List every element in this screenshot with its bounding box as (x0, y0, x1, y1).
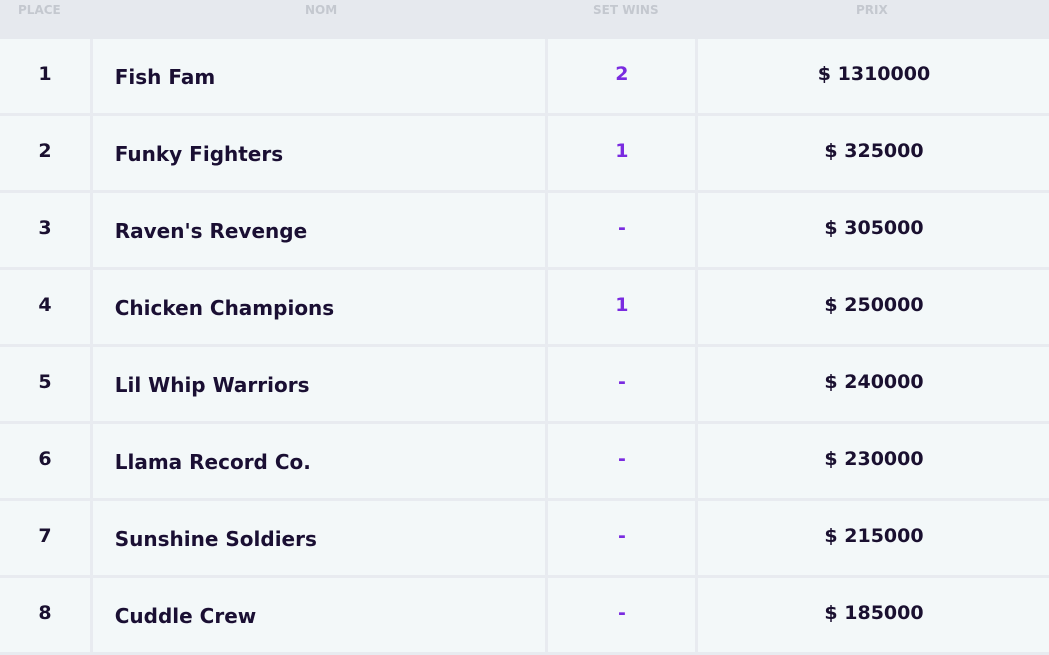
team-name-value: Fish Fam (114, 65, 216, 89)
table-row: 5 Lil Whip Warriors - $ 240000 (0, 347, 1049, 421)
place-cell: 4 (0, 270, 90, 344)
table-row: 6 Llama Record Co. - $ 230000 (0, 424, 1049, 498)
set-wins-cell: 1 (548, 116, 695, 190)
prize-cell: $ 240000 (698, 347, 1049, 421)
prize-value: $ 325000 (824, 140, 924, 162)
prize-cell: $ 185000 (698, 578, 1049, 652)
team-name-cell: Llama Record Co. (92, 424, 546, 498)
team-name-cell: Cuddle Crew (92, 578, 546, 652)
place-value: 6 (38, 448, 52, 470)
set-wins-value: - (617, 217, 626, 239)
prize-value: $ 240000 (824, 371, 924, 393)
place-value: 3 (38, 217, 52, 239)
table-row: 8 Cuddle Crew - $ 185000 (0, 578, 1049, 652)
team-name-cell: Raven's Revenge (92, 193, 546, 267)
team-name-value: Raven's Revenge (114, 219, 308, 243)
team-name-value: Funky Fighters (114, 142, 284, 166)
place-value: 1 (38, 63, 52, 85)
team-name-cell: Funky Fighters (92, 116, 546, 190)
column-header-place: PLACE (18, 3, 61, 17)
prize-value: $ 250000 (824, 294, 924, 316)
prize-value: $ 215000 (824, 525, 924, 547)
place-value: 5 (38, 371, 52, 393)
place-cell: 2 (0, 116, 90, 190)
column-header-prize: PRIX (856, 3, 888, 17)
set-wins-value: 1 (615, 140, 629, 162)
prize-value: $ 305000 (824, 217, 924, 239)
table-row: 2 Funky Fighters 1 $ 325000 (0, 116, 1049, 190)
team-name-value: Chicken Champions (114, 296, 335, 320)
prize-cell: $ 230000 (698, 424, 1049, 498)
team-name-cell: Chicken Champions (92, 270, 546, 344)
prize-cell: $ 1310000 (698, 39, 1049, 113)
set-wins-cell: 2 (548, 39, 695, 113)
team-name-cell: Sunshine Soldiers (92, 501, 546, 575)
team-name-cell: Lil Whip Warriors (92, 347, 546, 421)
place-cell: 6 (0, 424, 90, 498)
team-name-value: Llama Record Co. (114, 450, 311, 474)
set-wins-value: - (617, 525, 626, 547)
column-header-sets: SET WINS (593, 3, 659, 17)
table-row: 1 Fish Fam 2 $ 1310000 (0, 39, 1049, 113)
team-name-value: Cuddle Crew (114, 604, 257, 628)
prize-cell: $ 305000 (698, 193, 1049, 267)
prize-value: $ 1310000 (817, 63, 931, 85)
team-name-value: Sunshine Soldiers (114, 527, 317, 551)
set-wins-cell: 1 (548, 270, 695, 344)
place-value: 2 (38, 140, 52, 162)
place-value: 8 (38, 602, 52, 624)
prize-value: $ 230000 (824, 448, 924, 470)
set-wins-value: - (617, 371, 626, 393)
set-wins-value: 1 (615, 294, 629, 316)
set-wins-cell: - (548, 424, 695, 498)
set-wins-value: 2 (615, 63, 629, 85)
column-header-name: NOM (305, 3, 338, 17)
place-value: 7 (38, 525, 52, 547)
set-wins-cell: - (548, 578, 695, 652)
place-value: 4 (38, 294, 52, 316)
place-cell: 3 (0, 193, 90, 267)
set-wins-value: - (617, 602, 626, 624)
prize-value: $ 185000 (824, 602, 924, 624)
set-wins-cell: - (548, 347, 695, 421)
prize-cell: $ 325000 (698, 116, 1049, 190)
set-wins-cell: - (548, 193, 695, 267)
team-name-value: Lil Whip Warriors (114, 373, 310, 397)
place-cell: 5 (0, 347, 90, 421)
table-body: 1 Fish Fam 2 $ 1310000 2 Funky Fighters 1 $ 325… (0, 39, 1049, 655)
team-name-cell: Fish Fam (92, 39, 546, 113)
place-cell: 7 (0, 501, 90, 575)
prize-cell: $ 250000 (698, 270, 1049, 344)
set-wins-cell: - (548, 501, 695, 575)
set-wins-value: - (617, 448, 626, 470)
place-cell: 8 (0, 578, 90, 652)
prize-cell: $ 215000 (698, 501, 1049, 575)
table-row: 3 Raven's Revenge - $ 305000 (0, 193, 1049, 267)
table-row: 7 Sunshine Soldiers - $ 215000 (0, 501, 1049, 575)
place-cell: 1 (0, 39, 90, 113)
table-header: PLACE NOM SET WINS PRIX (0, 0, 1049, 39)
table-row: 4 Chicken Champions 1 $ 250000 (0, 270, 1049, 344)
